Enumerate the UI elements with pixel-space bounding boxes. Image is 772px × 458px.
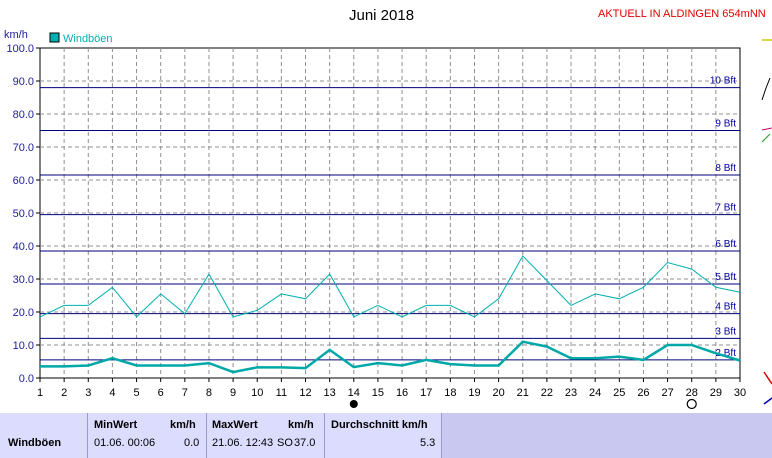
beaufort-label: 2 Bft bbox=[715, 348, 736, 359]
y-tick-label: 70.0 bbox=[13, 142, 34, 154]
x-tick-label: 9 bbox=[230, 387, 236, 399]
side-mark-2 bbox=[761, 77, 771, 101]
marker-filled-icon bbox=[349, 400, 358, 408]
x-tick-label: 23 bbox=[565, 387, 577, 399]
x-tick-label: 3 bbox=[85, 387, 91, 399]
max-header: MaxWert bbox=[212, 419, 258, 431]
y-tick-label: 20.0 bbox=[13, 307, 34, 319]
y-tick-label: 90.0 bbox=[13, 76, 34, 88]
x-tick-label: 2 bbox=[61, 387, 67, 399]
chart-title: Juni 2018 bbox=[349, 7, 415, 24]
beaufort-label: 7 Bft bbox=[715, 203, 736, 214]
x-tick-label: 21 bbox=[517, 387, 529, 399]
side-panel bbox=[762, 38, 772, 408]
x-tick-label: 8 bbox=[206, 387, 212, 399]
max-direction: SO bbox=[277, 437, 293, 449]
beaufort-label: 6 Bft bbox=[715, 239, 736, 250]
x-tick-label: 6 bbox=[158, 387, 164, 399]
x-tick-label: 7 bbox=[182, 387, 188, 399]
beaufort-label: 5 Bft bbox=[715, 272, 736, 283]
x-tick-label: 16 bbox=[396, 387, 408, 399]
x-tick-label: 19 bbox=[468, 387, 480, 399]
x-tick-label: 17 bbox=[420, 387, 432, 399]
x-tick-label: 13 bbox=[324, 387, 336, 399]
beaufort-label: 3 Bft bbox=[715, 326, 736, 337]
x-tick-label: 11 bbox=[276, 387, 287, 399]
stats-max-cell bbox=[207, 413, 325, 458]
stats-avg-cell bbox=[325, 413, 442, 458]
min-time: 01.06. 00:06 bbox=[94, 437, 156, 449]
x-tick-label: 29 bbox=[710, 387, 722, 399]
x-tick-label: 26 bbox=[637, 387, 649, 399]
legend-label: Windböen bbox=[63, 33, 113, 45]
x-tick-label: 4 bbox=[109, 387, 115, 399]
y-tick-label: 60.0 bbox=[13, 175, 34, 187]
x-tick-label: 15 bbox=[372, 387, 384, 399]
x-tick-label: 28 bbox=[686, 387, 698, 399]
series-line-windboeen bbox=[39, 255, 741, 318]
y-tick-label: 100.0 bbox=[6, 43, 34, 55]
x-tick-label: 10 bbox=[251, 387, 263, 399]
side-mark-6 bbox=[763, 397, 772, 405]
x-tick-label: 20 bbox=[492, 387, 504, 399]
x-tick-label: 27 bbox=[661, 387, 673, 399]
station-title: AKTUELL IN ALDINGEN 654mNN bbox=[598, 8, 766, 20]
max-value: 37.0 bbox=[294, 437, 316, 449]
min-unit: km/h bbox=[170, 419, 196, 431]
y-tick-label: 10.0 bbox=[13, 340, 34, 352]
series-line-average bbox=[40, 340, 741, 374]
side-mark-3 bbox=[761, 127, 772, 131]
y-tick-label: 30.0 bbox=[13, 274, 34, 286]
min-value: 0.0 bbox=[184, 437, 200, 449]
x-tick-label: 18 bbox=[444, 387, 456, 399]
min-header: MinWert bbox=[94, 419, 138, 431]
x-tick-label: 25 bbox=[613, 387, 625, 399]
stats-min-cell bbox=[88, 413, 207, 458]
beaufort-label: 9 Bft bbox=[715, 119, 736, 130]
legend-swatch bbox=[49, 32, 60, 43]
beaufort-label: 4 Bft bbox=[715, 302, 736, 313]
side-mark-4 bbox=[761, 133, 771, 143]
avg-header: Durchschnitt km/h bbox=[331, 419, 428, 431]
marker-open-icon bbox=[686, 398, 697, 410]
stats-row-label: Windböen bbox=[8, 437, 62, 449]
beaufort-label: 8 Bft bbox=[715, 163, 736, 174]
x-tick-label: 14 bbox=[348, 387, 360, 399]
max-time: 21.06. 12:43 bbox=[212, 437, 274, 449]
x-tick-label: 30 bbox=[734, 387, 746, 399]
x-tick-label: 5 bbox=[133, 387, 139, 399]
x-tick-label: 1 bbox=[37, 387, 43, 399]
beaufort-label: 10 Bft bbox=[710, 76, 736, 87]
wind-chart: 0.0 10.0 20.0 30.0 40.0 50.0 60.0 70.0 80.0 90.0 1… bbox=[4, 29, 772, 410]
max-unit: km/h bbox=[288, 419, 314, 431]
avg-value: 5.3 bbox=[420, 437, 436, 449]
y-tick-label: 0.0 bbox=[19, 373, 34, 385]
y-tick-label: 50.0 bbox=[13, 208, 34, 220]
y-tick-label: 40.0 bbox=[13, 241, 34, 253]
side-mark-5 bbox=[763, 371, 772, 385]
stats-panel: Windböen MinWert km/h 01.06. 00:06 0.0 M… bbox=[0, 413, 772, 458]
x-tick-label: 12 bbox=[299, 387, 311, 399]
y-tick-label: 80.0 bbox=[13, 109, 34, 121]
x-tick-label: 24 bbox=[589, 387, 601, 399]
stats-label-cell bbox=[0, 413, 88, 458]
y-axis-label: km/h bbox=[4, 29, 28, 41]
x-tick-label: 22 bbox=[541, 387, 553, 399]
